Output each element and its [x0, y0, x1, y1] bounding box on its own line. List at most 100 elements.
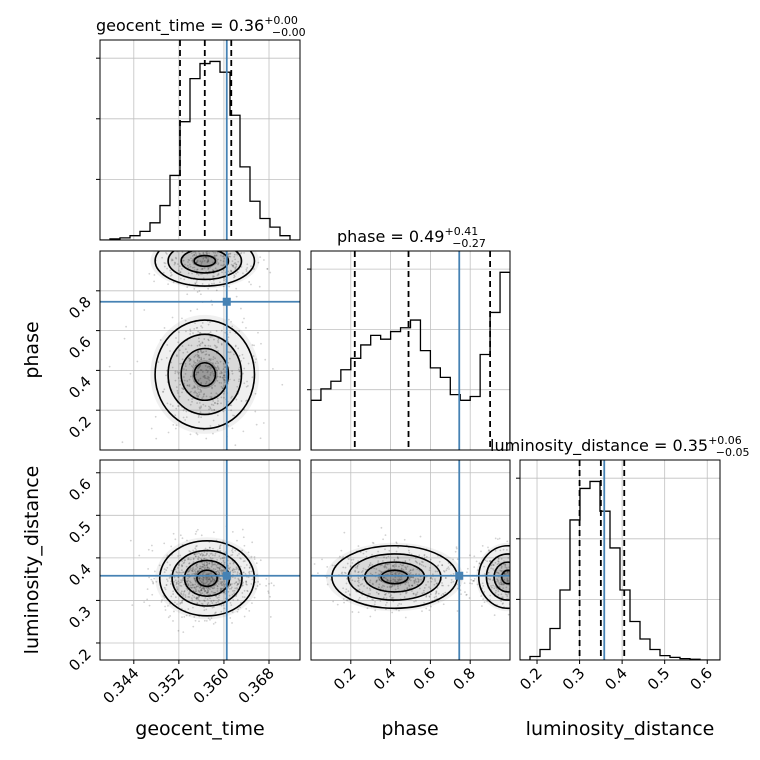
- sample-point: [228, 245, 230, 247]
- sample-point: [183, 245, 185, 247]
- sample-point: [193, 616, 196, 618]
- sample-point: [224, 592, 227, 595]
- sample-point: [183, 571, 186, 574]
- title-geocent-time: geocent_time = 0.36+0.00 −0.00: [96, 14, 306, 39]
- sample-point: [200, 405, 202, 408]
- sample-point: [220, 584, 223, 586]
- sample-point: [262, 422, 265, 424]
- sample-point: [404, 559, 407, 562]
- density-contour: [347, 553, 442, 601]
- sample-point: [183, 590, 186, 593]
- sample-point: [331, 564, 334, 567]
- sample-point: [414, 556, 417, 559]
- sample-point: [230, 586, 233, 589]
- sample-point: [423, 591, 425, 594]
- sample-point: [489, 598, 491, 601]
- sample-point: [174, 538, 177, 541]
- sample-point: [201, 245, 203, 247]
- sample-point: [201, 326, 204, 329]
- sample-point: [413, 581, 416, 583]
- xlabel-luminosity-distance: luminosity_distance: [526, 718, 715, 740]
- sample-point: [238, 370, 241, 373]
- sample-point: [216, 369, 218, 372]
- sample-point: [494, 549, 497, 552]
- sample-point: [271, 367, 274, 370]
- sample-point: [389, 580, 392, 583]
- sample-point: [213, 338, 215, 341]
- sample-point: [408, 551, 411, 554]
- sample-point: [354, 566, 357, 569]
- sample-point: [221, 376, 224, 379]
- sample-point: [228, 351, 231, 354]
- sample-point: [237, 583, 239, 585]
- sample-point: [223, 590, 226, 593]
- sample-point: [235, 398, 238, 401]
- sample-point: [199, 565, 202, 568]
- sample-point: [195, 254, 198, 256]
- sample-point: [164, 588, 167, 591]
- sample-point: [215, 346, 218, 349]
- sample-point: [209, 359, 212, 362]
- sample-point: [388, 585, 391, 588]
- density-contour: [193, 254, 217, 268]
- sample-point: [196, 569, 199, 572]
- sample-point: [187, 596, 190, 598]
- sample-point: [183, 583, 186, 586]
- sample-point: [194, 322, 196, 325]
- sample-point: [191, 398, 194, 400]
- sample-point: [193, 253, 196, 256]
- sample-point: [180, 592, 182, 594]
- sample-point: [236, 571, 239, 574]
- sample-point: [250, 265, 252, 268]
- sample-point: [177, 377, 180, 379]
- sample-point: [396, 581, 399, 584]
- sample-point: [210, 358, 212, 360]
- sample-point: [216, 563, 219, 566]
- sample-point: [200, 416, 202, 419]
- sample-point: [214, 568, 217, 571]
- sample-point: [214, 402, 216, 405]
- sample-point: [200, 589, 203, 592]
- sample-point: [162, 390, 165, 393]
- sample-point: [202, 395, 205, 398]
- sample-point: [231, 372, 234, 375]
- sample-point: [503, 560, 505, 563]
- sample-point: [205, 369, 208, 372]
- sample-point: [203, 338, 206, 340]
- sample-point: [202, 558, 205, 561]
- sample-point: [123, 337, 126, 340]
- sample-point: [374, 600, 376, 603]
- sample-point: [243, 589, 246, 592]
- sample-point: [194, 619, 197, 622]
- sample-point: [219, 360, 222, 363]
- sample-point: [365, 550, 368, 553]
- sample-point: [220, 570, 223, 573]
- sample-point: [188, 384, 191, 386]
- sample-point: [255, 587, 257, 590]
- sample-point: [442, 603, 445, 606]
- sample-point: [235, 265, 238, 268]
- sample-point: [223, 374, 226, 377]
- sample-point: [247, 576, 250, 579]
- sample-point: [234, 267, 237, 270]
- sample-point: [417, 577, 419, 580]
- sample-point: [500, 583, 503, 586]
- sample-point: [202, 554, 205, 557]
- sample-point: [199, 332, 202, 335]
- sample-point: [241, 584, 244, 587]
- sample-point: [189, 333, 192, 335]
- sample-point: [189, 375, 192, 378]
- sample-point: [182, 595, 184, 597]
- sample-point: [189, 309, 192, 312]
- sample-point: [403, 538, 406, 541]
- sample-point: [181, 317, 183, 320]
- sample-point: [201, 341, 204, 344]
- sample-point: [428, 569, 431, 572]
- sample-point: [183, 368, 185, 371]
- sample-point: [212, 547, 214, 550]
- sample-point: [195, 598, 198, 601]
- sample-point: [210, 244, 212, 246]
- sample-point: [380, 580, 383, 583]
- sample-point: [173, 247, 175, 249]
- sample-point: [180, 564, 183, 566]
